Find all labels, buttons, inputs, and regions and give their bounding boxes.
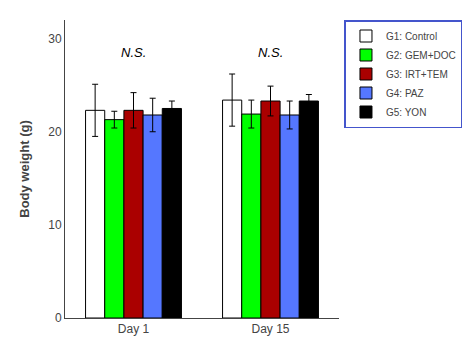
svg-text:G2: GEM+DOC: G2: GEM+DOC: [386, 50, 456, 61]
svg-text:30: 30: [48, 32, 62, 46]
svg-text:Day 1: Day 1: [118, 322, 150, 336]
svg-text:G4: PAZ: G4: PAZ: [386, 88, 424, 99]
svg-text:Day 15: Day 15: [251, 322, 289, 336]
svg-text:10: 10: [48, 218, 62, 232]
svg-text:N.S.: N.S.: [258, 45, 283, 60]
svg-text:20: 20: [48, 125, 62, 139]
svg-text:G1: Control: G1: Control: [386, 31, 437, 42]
svg-text:Body weight (g): Body weight (g): [17, 120, 32, 218]
svg-text:G5: YON: G5: YON: [386, 107, 426, 118]
svg-text:0: 0: [55, 311, 62, 325]
svg-text:G3: IRT+TEM: G3: IRT+TEM: [386, 69, 448, 80]
svg-text:N.S.: N.S.: [121, 45, 146, 60]
